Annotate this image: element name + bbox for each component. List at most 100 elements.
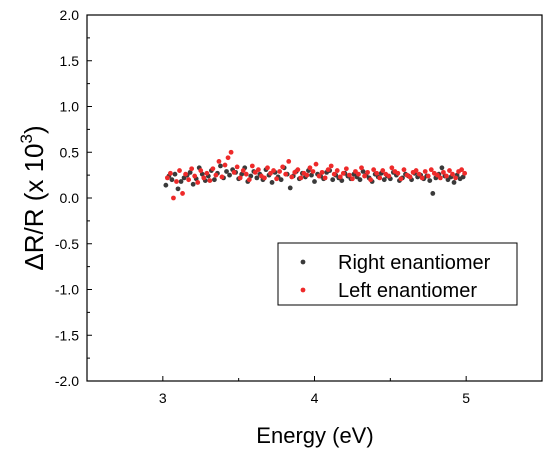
right-enantiomer-point	[460, 174, 466, 180]
left-enantiomer-point	[416, 171, 422, 177]
left-enantiomer-point	[377, 175, 383, 181]
right-enantiomer-point	[254, 175, 260, 181]
left-enantiomer-point	[198, 168, 204, 173]
left-enantiomer-point	[237, 175, 243, 181]
left-enantiomer-point	[210, 166, 216, 172]
y-tick-label: 1.5	[60, 53, 80, 69]
left-enantiomer-point	[389, 165, 395, 171]
x-tick-label: 4	[311, 390, 319, 406]
left-enantiomer-point	[186, 177, 192, 183]
left-enantiomer-point	[350, 176, 355, 182]
left-enantiomer-point	[201, 175, 207, 181]
left-enantiomer-point	[437, 175, 443, 181]
right-enantiomer-point	[430, 191, 436, 196]
left-enantiomer-point	[174, 179, 179, 184]
y-tick-label: 1.0	[60, 99, 80, 115]
left-enantiomer-point	[313, 161, 319, 167]
right-enantiomer-point	[239, 171, 245, 177]
left-enantiomer-point	[422, 169, 428, 174]
right-enantiomer-point	[224, 169, 229, 174]
x-tick-label: 5	[462, 390, 470, 406]
left-enantiomer-point	[340, 170, 346, 176]
left-enantiomer-point	[228, 149, 234, 155]
legend-label-left: Left enantiomer	[338, 280, 477, 302]
left-enantiomer-point	[286, 159, 292, 164]
right-enantiomer-point	[278, 177, 284, 183]
left-enantiomer-point	[274, 176, 279, 182]
left-enantiomer-point	[365, 169, 370, 175]
left-enantiomer-point	[428, 167, 434, 173]
x-tick-label: 3	[159, 390, 167, 406]
left-enantiomer-point	[164, 175, 170, 181]
right-enantiomer-point	[427, 178, 433, 184]
left-enantiomer-point	[386, 173, 392, 179]
right-enantiomer-point	[172, 171, 178, 177]
left-enantiomer-point	[216, 159, 222, 164]
left-enantiomer-point	[462, 170, 468, 176]
left-enantiomer-point	[177, 168, 182, 173]
right-enantiomer-point	[248, 173, 254, 179]
left-enantiomer-point	[225, 155, 231, 161]
right-enantiomer-point	[357, 177, 363, 183]
right-enantiomer-point	[199, 171, 205, 177]
left-enantiomer-point	[401, 167, 407, 173]
left-enantiomer-point	[246, 177, 252, 183]
left-enantiomer-point	[413, 168, 419, 173]
right-enantiomer-point	[439, 165, 445, 171]
left-enantiomer-point	[362, 173, 367, 179]
left-enantiomer-point	[307, 165, 313, 171]
left-enantiomer-point	[262, 175, 267, 181]
left-enantiomer-point	[444, 173, 449, 179]
left-enantiomer-point	[213, 172, 219, 178]
left-enantiomer-point	[407, 174, 413, 180]
left-enantiomer-point	[325, 167, 331, 173]
left-enantiomer-point	[425, 173, 431, 179]
right-enantiomer-point	[178, 179, 184, 184]
left-enantiomer-point	[280, 164, 286, 170]
left-enantiomer-point	[356, 171, 361, 177]
left-enantiomer-point	[183, 171, 188, 177]
y-tick-label: -1.5	[55, 327, 79, 343]
left-enantiomer-point	[322, 175, 328, 181]
left-enantiomer-point	[459, 167, 465, 173]
left-enantiomer-point	[395, 170, 401, 176]
left-enantiomer-point	[195, 180, 201, 185]
left-enantiomer-point	[346, 172, 352, 178]
x-axis: 3 4 5	[86, 376, 543, 406]
left-enantiomer-point	[255, 167, 261, 173]
left-enantiomer-point	[419, 175, 425, 181]
left-enantiomer-point	[277, 169, 283, 174]
right-enantiomer-point	[212, 177, 217, 183]
y-tick-label: -0.5	[55, 236, 79, 252]
right-enantiomer-point	[190, 181, 196, 187]
y-axis: 2.0 1.5 1.0 0.5 0.0 -0.5 -1.0 -1.5 -2.0	[55, 7, 92, 389]
y-axis-title-close: )	[19, 125, 49, 134]
left-enantiomer-point	[316, 173, 322, 179]
right-enantiomer-point	[269, 180, 275, 185]
left-enantiomer-point	[334, 168, 340, 173]
left-enantiomer-point	[453, 175, 458, 181]
legend-box	[277, 242, 518, 306]
left-enantiomer-point	[265, 165, 270, 171]
y-tick-label: 0.0	[60, 190, 80, 206]
left-enantiomer-point	[328, 163, 334, 169]
left-enantiomer-point	[368, 177, 374, 183]
left-enantiomer-point	[447, 168, 452, 173]
left-enantiomer-point	[337, 174, 343, 180]
right-enantiomer-point	[227, 172, 232, 178]
left-enantiomer-point	[189, 166, 195, 172]
left-enantiomer-point	[310, 169, 316, 174]
plot-frame	[86, 14, 543, 382]
y-axis-title: ΔR/R (x 103)	[17, 125, 49, 270]
left-enantiomer-point	[168, 170, 173, 176]
left-enantiomer-point	[298, 175, 304, 181]
left-enantiomer-point	[283, 171, 289, 177]
y-axis-title-main: ΔR/R (x 10	[19, 143, 49, 270]
legend: Right enantiomer Left enantiomer	[277, 242, 518, 306]
x-axis-title: Energy (eV)	[256, 423, 373, 448]
left-enantiomer-point	[171, 195, 176, 201]
left-enantiomer-point	[380, 168, 386, 173]
left-enantiomer-point	[180, 191, 185, 196]
left-enantiomer-point	[343, 166, 349, 172]
